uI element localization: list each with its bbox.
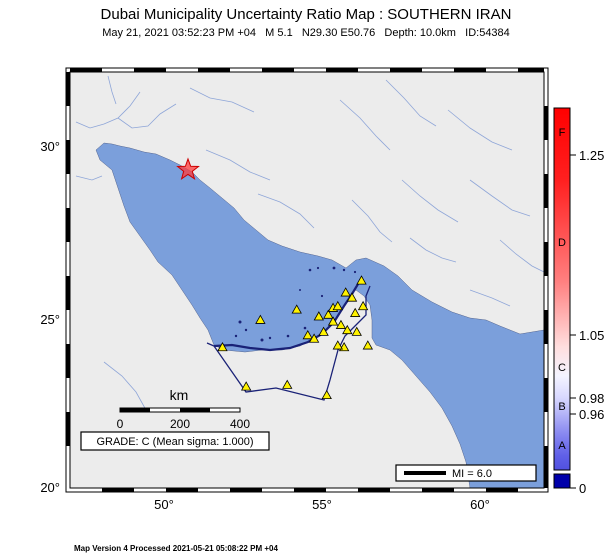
station-marker[interactable] <box>327 316 339 326</box>
lat-label-30: 30° <box>40 139 60 154</box>
station-marker[interactable] <box>342 324 353 335</box>
station-marker[interactable] <box>362 340 374 350</box>
scale-tick-200: 200 <box>170 417 190 431</box>
scale-tick-400: 400 <box>230 417 250 431</box>
grade-letter-a: A <box>558 440 566 452</box>
grade-text: GRADE: C (Mean sigma: 1.000) <box>96 436 253 448</box>
epicenter-star-icon[interactable] <box>176 157 200 180</box>
colorbar-value-0-98: 0.98 <box>579 391 604 406</box>
lon-label-50: 50° <box>154 497 174 512</box>
station-marker[interactable] <box>318 326 329 336</box>
station-marker[interactable] <box>356 275 367 285</box>
map-title: Dubai Municipality Uncertainty Ratio Map… <box>100 6 512 23</box>
station-marker[interactable] <box>323 309 334 319</box>
grade-box: GRADE: C (Mean sigma: 1.000) <box>80 431 270 451</box>
map-area[interactable] <box>70 72 544 488</box>
event-info: May 21, 2021 03:52:23 PM +04 M 5.1 N29.3… <box>0 27 612 39</box>
scale-tick-0: 0 <box>117 417 124 431</box>
colorbar-value-0-96: 0.96 <box>579 407 604 422</box>
grade-letter-b: B <box>558 401 565 413</box>
grade-letter-f: F <box>559 127 566 139</box>
station-marker[interactable] <box>346 292 358 302</box>
station-marker[interactable] <box>291 304 302 314</box>
mi-legend-label: MI = 6.0 <box>452 468 492 480</box>
event-location: N29.30 E50.76 <box>301 27 376 39</box>
event-date: May 21, 2021 03:52:23 PM +04 <box>102 27 256 39</box>
station-marker[interactable] <box>308 333 320 343</box>
colorbar-value-1-05: 1.05 <box>579 328 604 343</box>
station-marker[interactable] <box>335 319 347 329</box>
station-marker[interactable] <box>332 300 343 311</box>
map-frame <box>65 67 549 493</box>
grade-letter-d: D <box>558 237 566 249</box>
station-marker[interactable] <box>340 287 351 297</box>
station-marker[interactable] <box>255 314 266 324</box>
event-magnitude: M 5.1 <box>265 27 293 39</box>
lon-label-60: 60° <box>470 497 490 512</box>
color-bar: F D C B A 1.25 1.05 0.98 0.96 0 <box>553 107 604 496</box>
stations-layer <box>217 275 374 400</box>
colorbar-value-0: 0 <box>579 481 586 496</box>
rivers <box>75 75 544 411</box>
footer-version: Map Version 4 Processed 2021-05-21 05:08… <box>74 544 278 553</box>
grade-letter-c: C <box>558 362 566 374</box>
scale-bar: km 0 200 400 <box>117 387 251 431</box>
station-marker[interactable] <box>357 300 369 311</box>
epicenter-layer <box>176 157 200 180</box>
event-id: ID:54384 <box>465 27 510 39</box>
uae-coastline <box>213 283 359 352</box>
station-marker[interactable] <box>321 389 332 400</box>
station-marker[interactable] <box>217 341 228 352</box>
lat-label-20: 20° <box>40 480 60 495</box>
station-marker[interactable] <box>302 329 313 340</box>
station-marker[interactable] <box>240 381 252 391</box>
station-marker[interactable] <box>351 326 362 336</box>
station-marker[interactable] <box>349 307 361 317</box>
colorbar-value-1-25: 1.25 <box>579 148 604 163</box>
station-marker[interactable] <box>332 340 343 350</box>
mi-legend: MI = 6.0 <box>395 464 537 482</box>
station-marker[interactable] <box>313 311 325 321</box>
uae-boundary <box>206 285 371 401</box>
station-marker[interactable] <box>282 379 293 389</box>
lat-label-25: 25° <box>40 312 60 327</box>
scale-unit: km <box>170 387 189 403</box>
lon-label-55: 55° <box>312 497 332 512</box>
event-depth: Depth: 10.0km <box>384 27 456 39</box>
longitude-labels: 50° 55° 60° <box>154 497 490 512</box>
latitude-labels: 30° 25° 20° <box>40 139 60 495</box>
